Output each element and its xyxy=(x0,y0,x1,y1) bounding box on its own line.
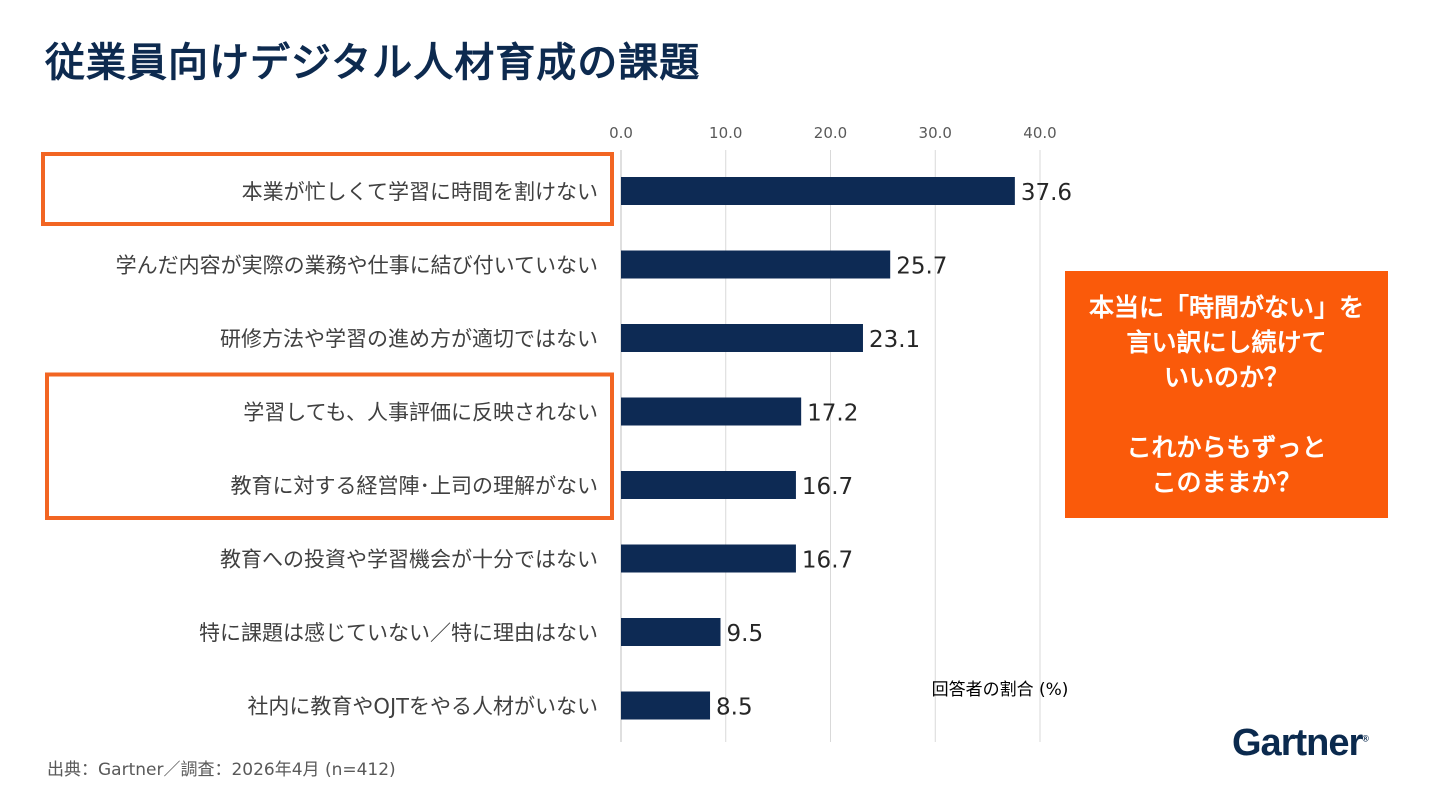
category-label: 学習しても、人事評価に反映されない xyxy=(243,401,598,425)
callout-line: このままか？ xyxy=(1151,467,1302,497)
page-title: 従業員向けデジタル人材育成の課題 xyxy=(45,40,701,86)
data-label: 23.1 xyxy=(869,327,920,353)
source-note: 出典：Gartner／調査：2026年4月 (n=412) xyxy=(47,760,396,780)
category-label: 学んだ内容が実際の業務や仕事に結び付いていない xyxy=(116,254,598,278)
data-label: 16.7 xyxy=(802,548,853,574)
x-tick-label: 40.0 xyxy=(1023,124,1056,142)
x-tick-label: 20.0 xyxy=(814,124,847,142)
bar xyxy=(621,397,802,426)
x-axis-label: 回答者の割合 (%) xyxy=(932,680,1069,700)
registered-mark: ® xyxy=(1362,733,1369,744)
bar xyxy=(621,324,863,352)
x-tick-label: 30.0 xyxy=(919,124,952,142)
chart-gridlines xyxy=(620,150,1041,742)
highlight-box xyxy=(41,152,614,226)
bar xyxy=(621,471,796,499)
bar xyxy=(621,177,1015,205)
callout-line: これからもずっと xyxy=(1126,432,1327,462)
callout-line: 言い訳にし続けて xyxy=(1126,327,1327,357)
category-label: 本業が忙しくて学習に時間を割けない xyxy=(242,180,598,204)
x-tick-label: 0.0 xyxy=(609,124,633,142)
x-tick-label: 10.0 xyxy=(709,124,742,142)
category-label: 教育への投資や学習機会が十分ではない xyxy=(220,548,598,572)
data-label: 9.5 xyxy=(727,621,764,647)
category-labels: 本業が忙しくて学習に時間を割けない学んだ内容が実際の業務や仕事に結び付いていない… xyxy=(116,180,598,719)
highlight-boxes xyxy=(41,152,614,520)
category-label: 特に課題は感じていない／特に理由はない xyxy=(199,621,598,645)
data-label: 16.7 xyxy=(802,474,853,500)
data-label: 17.2 xyxy=(807,401,858,427)
data-label: 37.6 xyxy=(1021,180,1072,206)
data-labels: 37.6 25.7 23.1 17.2 16.7 16.7 9.5 8.5 xyxy=(716,180,1072,721)
data-label: 25.7 xyxy=(896,254,947,280)
logo-text: Gartner xyxy=(1232,722,1363,764)
category-label: 研修方法や学習の進め方が適切ではない xyxy=(220,327,598,351)
category-label: 社内に教育やOJTをやる人材がいない xyxy=(247,695,598,719)
bar xyxy=(621,691,711,720)
data-label: 8.5 xyxy=(716,695,753,721)
bar xyxy=(621,250,891,279)
callout-box: 本当に「時間がない」を 言い訳にし続けて いいのか？ これからもずっと このまま… xyxy=(1065,271,1388,518)
x-axis-ticks: 0.0 10.0 20.0 30.0 40.0 xyxy=(609,124,1057,142)
callout-line: 本当に「時間がない」を xyxy=(1088,292,1364,322)
highlight-box xyxy=(45,372,614,520)
callout-line: いいのか？ xyxy=(1163,362,1289,392)
bar xyxy=(621,544,796,573)
category-label: 教育に対する経営陣･上司の理解がない xyxy=(231,474,599,498)
gartner-logo: Gartner® xyxy=(1232,722,1369,765)
bar xyxy=(621,618,721,646)
chart-bars xyxy=(621,177,1015,720)
